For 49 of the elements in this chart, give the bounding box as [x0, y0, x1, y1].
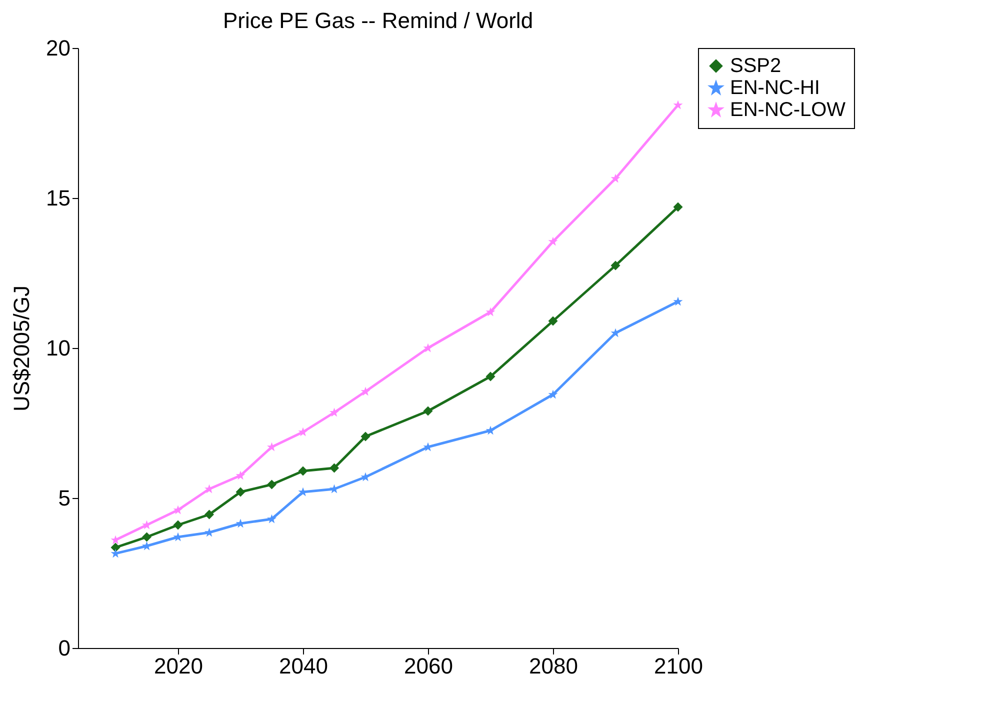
point — [548, 236, 558, 246]
point — [486, 372, 496, 382]
y-axis-title: US$2005/GJ — [9, 286, 34, 412]
point — [110, 535, 120, 544]
point — [423, 343, 433, 352]
y-tick-label: 0 — [58, 636, 70, 660]
point — [486, 307, 496, 316]
x-tick-label: 2060 — [404, 654, 453, 678]
legend-label: EN-NC-HI — [730, 77, 820, 99]
point — [204, 510, 214, 520]
point — [673, 202, 683, 212]
point — [142, 520, 152, 530]
point — [610, 328, 620, 338]
point — [330, 408, 339, 417]
chart-title: Price PE Gas -- Remind / World — [222, 8, 534, 33]
point — [298, 427, 308, 436]
point — [548, 390, 558, 399]
x-tick-label: 2020 — [154, 654, 203, 678]
y-tick-label: 20 — [46, 36, 70, 60]
legend-label: EN-NC-LOW — [730, 99, 846, 121]
point — [360, 432, 370, 442]
point — [267, 480, 276, 490]
point — [423, 406, 433, 416]
point — [360, 472, 370, 482]
point — [267, 442, 276, 452]
point — [236, 487, 246, 497]
point — [204, 484, 214, 494]
x-tick-label: 2040 — [279, 654, 328, 678]
legend-label: SSP2 — [730, 55, 782, 77]
y-tick-label: 15 — [46, 186, 70, 210]
point — [548, 316, 558, 326]
point — [267, 514, 276, 524]
point — [110, 542, 120, 552]
x-tick-label: 2080 — [529, 654, 578, 678]
point — [173, 520, 183, 530]
point — [610, 174, 620, 183]
point — [173, 505, 183, 514]
point — [486, 426, 496, 435]
point — [142, 532, 152, 542]
point — [673, 100, 683, 110]
y-tick-label: 10 — [46, 336, 70, 360]
point — [610, 260, 620, 270]
point — [360, 386, 370, 396]
point — [673, 296, 683, 306]
y-tick-label: 5 — [58, 486, 70, 510]
point — [236, 470, 246, 480]
point — [330, 463, 339, 473]
point — [298, 466, 308, 476]
x-tick-label: 2100 — [654, 654, 703, 678]
